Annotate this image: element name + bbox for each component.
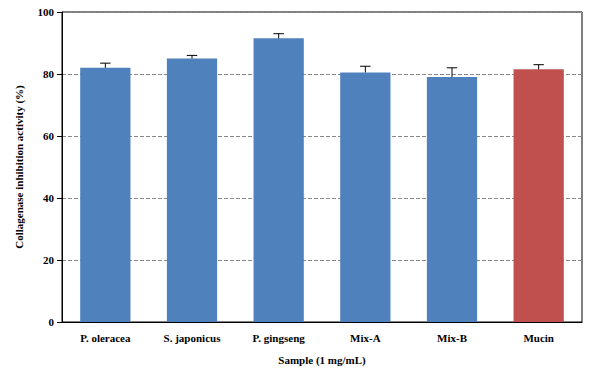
svg-text:40: 40: [43, 192, 55, 204]
svg-text:0: 0: [49, 316, 55, 328]
svg-text:20: 20: [43, 254, 55, 266]
svg-text:60: 60: [43, 130, 55, 142]
svg-text:P. gingseng: P. gingseng: [253, 332, 306, 344]
svg-text:Collagenase inhibition activit: Collagenase inhibition activity (%): [13, 85, 26, 249]
svg-text:P. oleracea: P. oleracea: [80, 332, 131, 344]
svg-text:Mucin: Mucin: [523, 332, 554, 344]
svg-text:80: 80: [43, 68, 55, 80]
svg-text:Mix-B: Mix-B: [437, 332, 468, 344]
svg-text:Mix-A: Mix-A: [350, 332, 381, 344]
svg-text:Sample (1 mg/mL): Sample (1 mg/mL): [278, 354, 366, 367]
svg-text:100: 100: [38, 6, 55, 18]
svg-text:S. japonicus: S. japonicus: [164, 332, 222, 344]
